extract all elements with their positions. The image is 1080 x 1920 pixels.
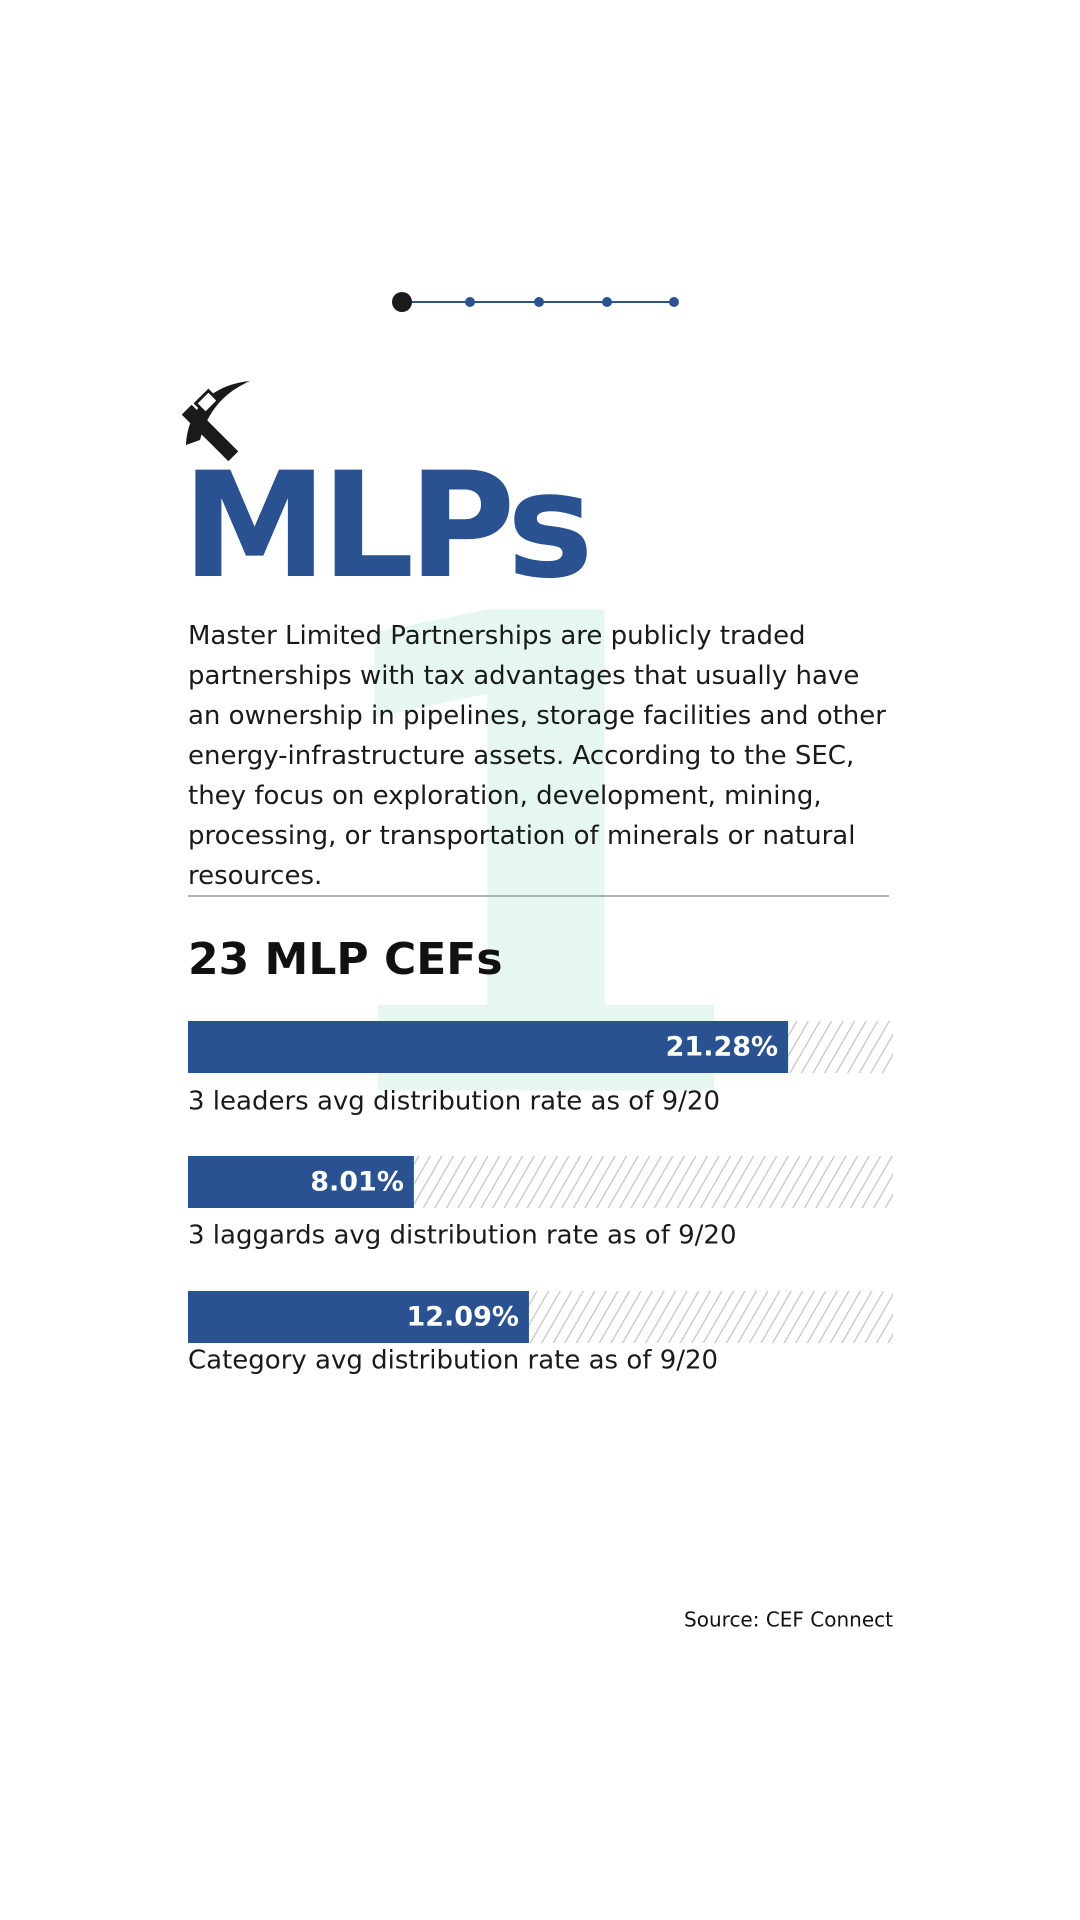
value-label: 21.28% (666, 1032, 778, 1063)
category-label: 3 laggards avg distribution rate as of 9… (188, 1221, 737, 1251)
pickaxe-icon (181, 381, 250, 462)
description: Master Limited Partnerships are publicly… (188, 621, 886, 891)
category-label: Category avg distribution rate as of 9/2… (188, 1346, 718, 1376)
step-indicator (392, 292, 679, 312)
chart-title: 23 MLP CEFs (188, 934, 503, 985)
page-title: MLPs (182, 441, 588, 611)
bar (188, 1021, 789, 1073)
value-label: 8.01% (310, 1167, 404, 1198)
background-number: 1 (300, 477, 759, 1246)
source: Source: CEF Connect (684, 1608, 893, 1632)
category-label: 3 leaders avg distribution rate as of 9/… (188, 1087, 720, 1117)
bar (188, 1291, 529, 1343)
bar (188, 1156, 414, 1208)
value-label: 12.09% (406, 1302, 518, 1333)
